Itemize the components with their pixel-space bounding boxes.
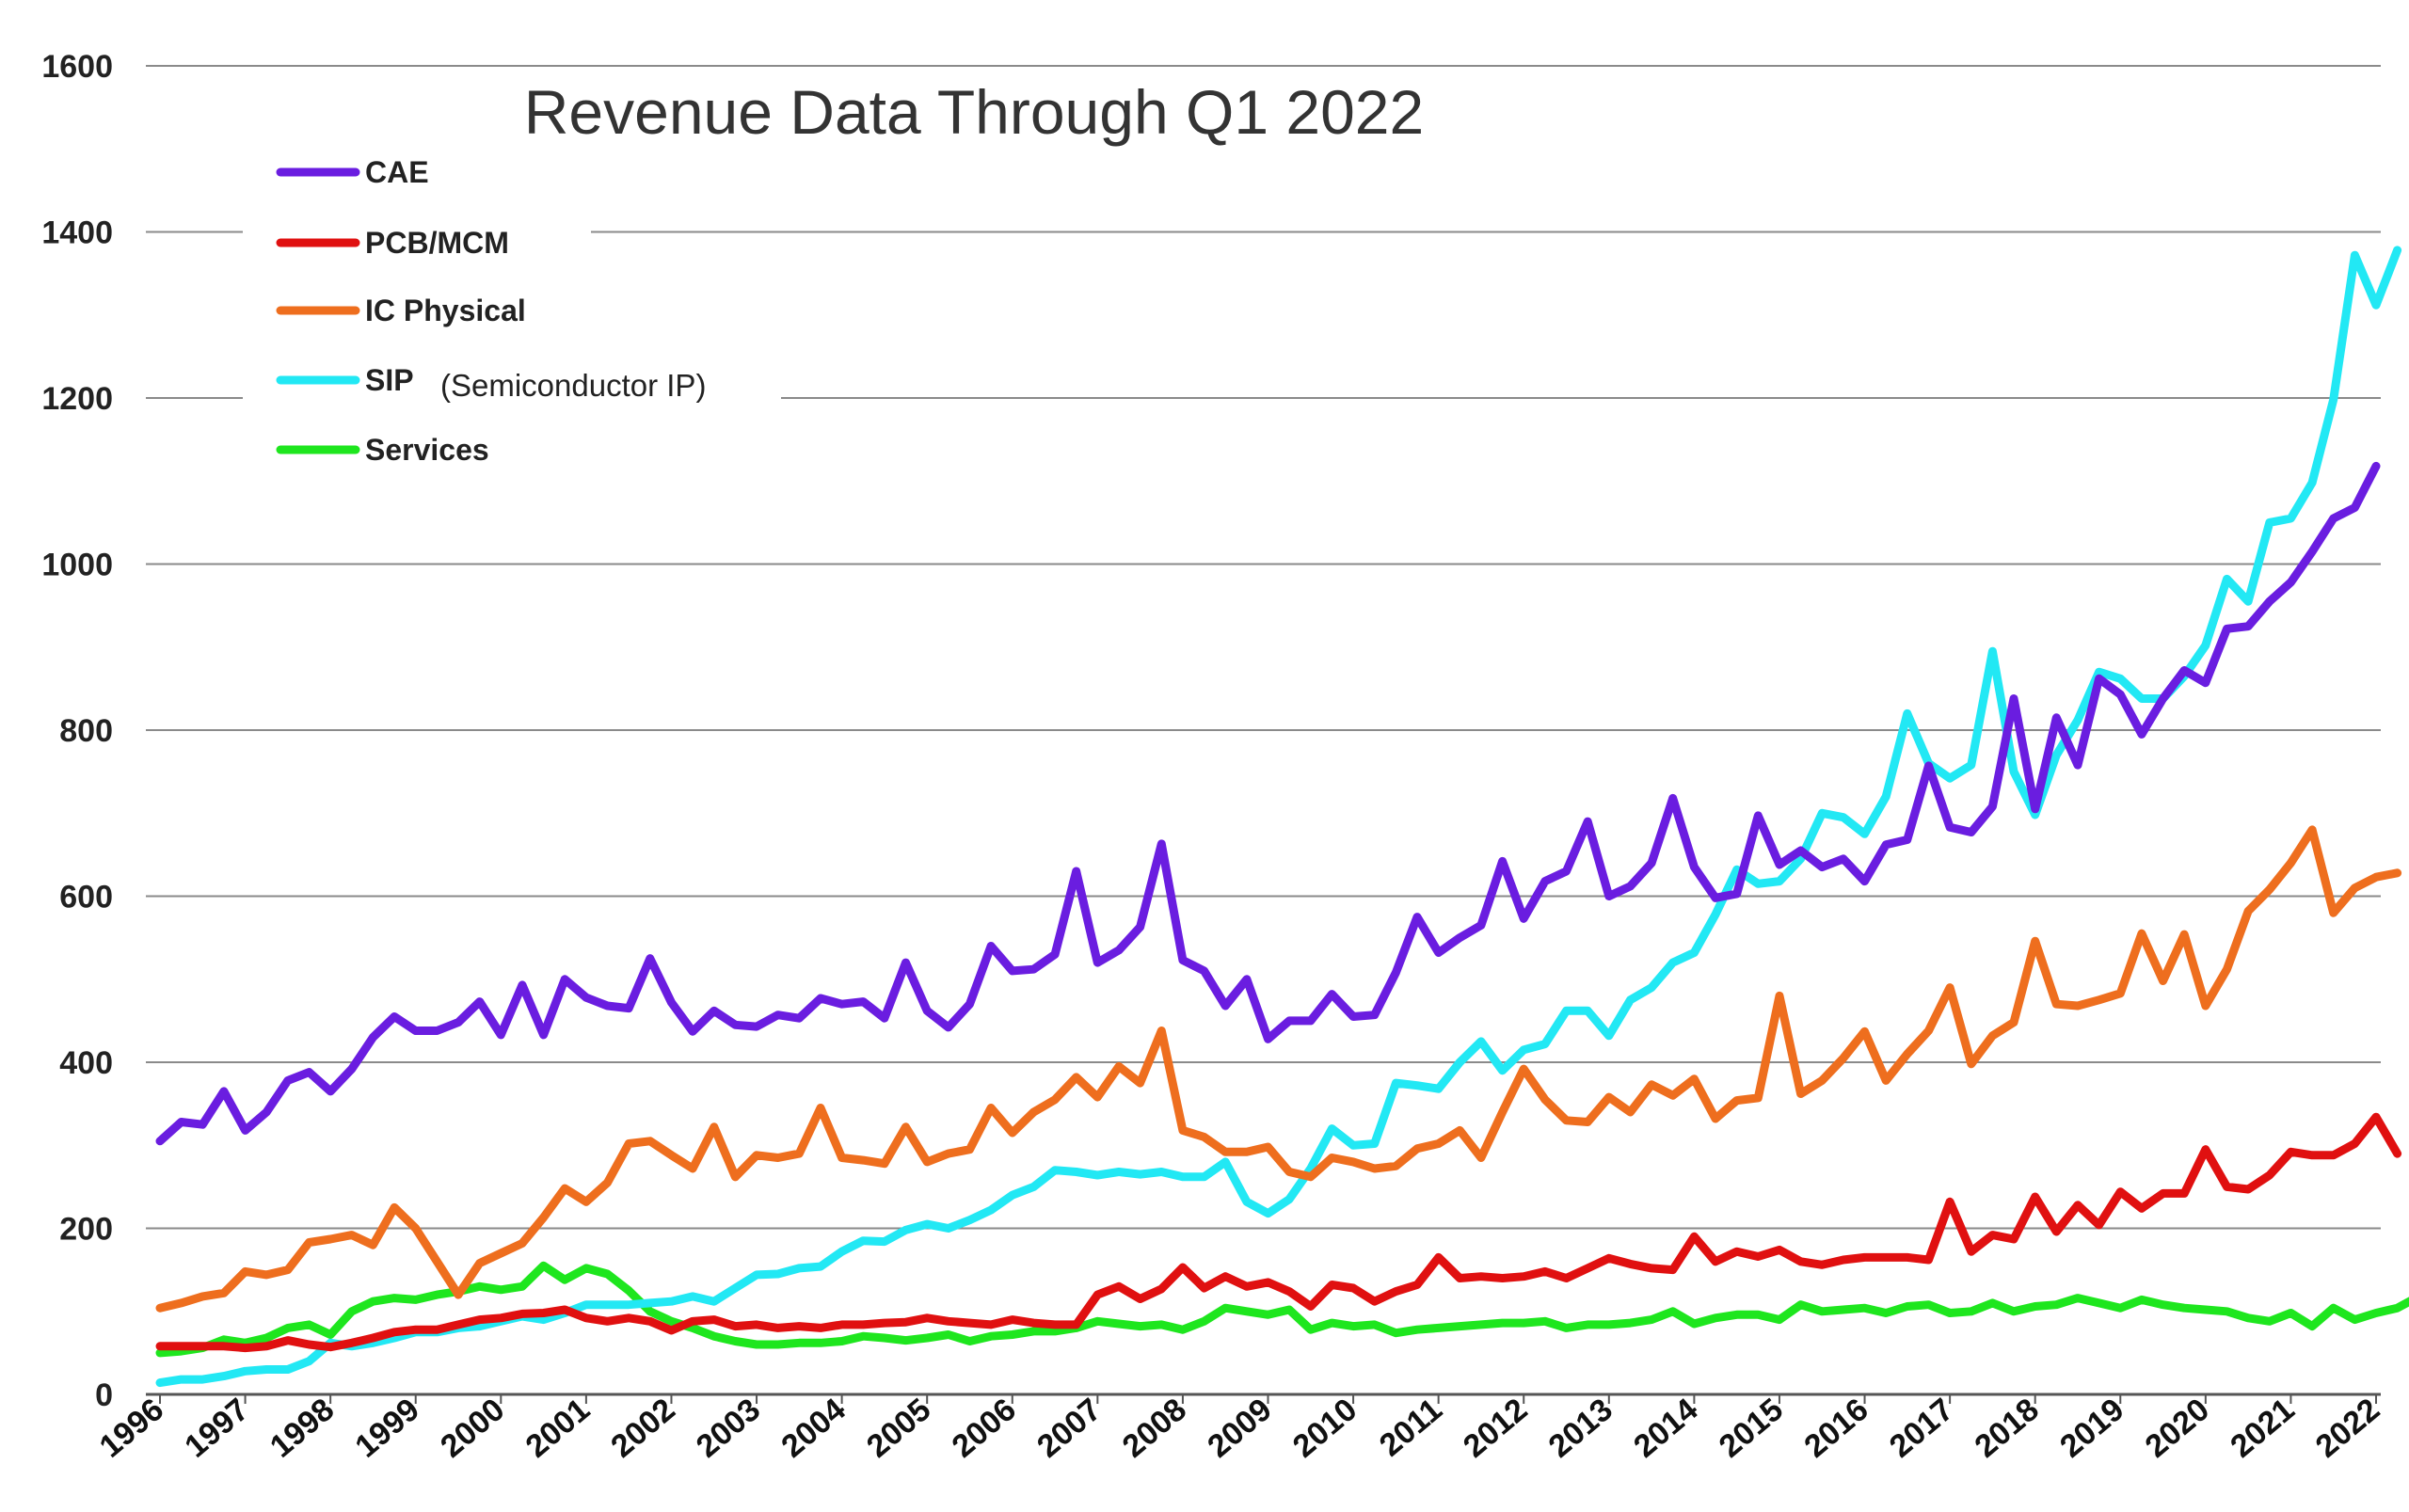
legend-note: (Semiconductor IP) (440, 368, 706, 403)
x-tick-label: 1998 (263, 1392, 341, 1465)
x-tick-label: 2018 (1968, 1392, 2045, 1465)
y-axis-ticks: 0 200 400 600 800 1000 1200 1400 1600 (41, 49, 113, 1413)
x-tick-label: 2002 (604, 1392, 681, 1465)
series-line-sip (155, 246, 2402, 1388)
y-tick-label: 0 (95, 1377, 113, 1413)
x-tick-label: 2007 (1030, 1392, 1108, 1465)
x-tick-label: 2005 (860, 1392, 937, 1465)
x-tick-label: 2004 (774, 1392, 852, 1465)
y-tick-label: 1200 (41, 381, 113, 417)
x-tick-label: 2015 (1713, 1392, 1790, 1465)
legend-label: SIP (365, 363, 414, 397)
x-tick-label: 2020 (2139, 1392, 2216, 1465)
x-tick-label: 2014 (1627, 1392, 1704, 1465)
x-tick-label: 2009 (1201, 1392, 1278, 1465)
legend-label: PCB/MCM (365, 226, 509, 260)
legend-label: Services (365, 433, 489, 467)
x-tick-label: 2012 (1457, 1392, 1534, 1465)
series-line-cae (155, 461, 2381, 1146)
series-line-pcb-mcm (155, 1112, 2402, 1353)
x-tick-label: 2022 (2309, 1392, 2386, 1465)
chart-title: Revenue Data Through Q1 2022 (524, 77, 1424, 147)
y-tick-label: 600 (59, 880, 113, 915)
legend-background-ext (565, 202, 591, 259)
y-tick-label: 1400 (41, 215, 113, 251)
x-tick-label: 2008 (1116, 1392, 1193, 1465)
x-tick-label: 1999 (349, 1392, 426, 1465)
x-tick-label: 2013 (1542, 1392, 1619, 1465)
x-tick-label: 2003 (690, 1392, 767, 1465)
x-axis-ticks: 1996 1997 1998 1999 2000 2001 2002 2003 2004 2005… (93, 1392, 2386, 1465)
x-tick-label: 2010 (1286, 1392, 1364, 1465)
y-tick-label: 1000 (41, 548, 113, 583)
series-line-services (155, 1261, 2409, 1358)
legend-note-background (565, 367, 781, 423)
x-tick-label: 2000 (434, 1392, 511, 1465)
series-lines (155, 246, 2409, 1388)
x-tick-label: 1997 (178, 1392, 255, 1465)
y-tick-label: 200 (59, 1212, 113, 1248)
y-tick-label: 400 (59, 1045, 113, 1081)
x-tick-label: 2016 (1797, 1392, 1875, 1465)
x-tick-label: 2017 (1883, 1392, 1960, 1465)
series-line-ic-physical (155, 825, 2402, 1313)
legend: CAE PCB/MCM IC Physical SIP (Semiconductor I… (243, 141, 781, 480)
x-tick-label: 2001 (519, 1392, 597, 1465)
legend-label: CAE (365, 155, 429, 189)
y-tick-label: 800 (59, 713, 113, 749)
legend-label: IC Physical (365, 294, 526, 327)
y-tick-label: 1600 (41, 49, 113, 85)
x-tick-label: 2021 (2224, 1392, 2301, 1465)
x-tick-label: 2019 (2053, 1392, 2130, 1465)
x-tick-label: 2006 (946, 1392, 1023, 1465)
